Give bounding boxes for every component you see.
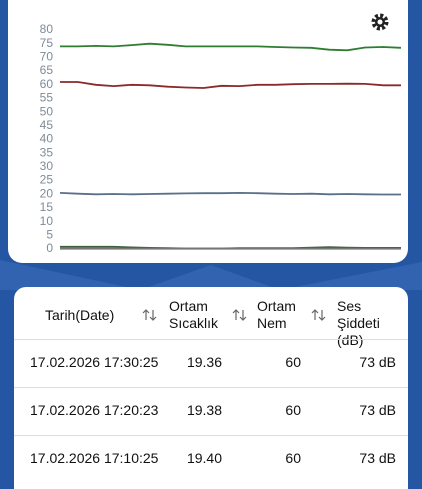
column-header[interactable]: Ortam Nem (257, 298, 296, 331)
data-line (60, 42, 402, 52)
y-tick-label: 75 (40, 36, 54, 50)
row-divider (14, 387, 408, 388)
sound-cell: 73 dB (359, 354, 396, 370)
y-tick-label: 30 (40, 159, 54, 173)
sort-icon[interactable] (142, 307, 158, 323)
y-tick-label: 55 (40, 91, 54, 105)
humidity-cell: 60 (285, 354, 301, 370)
column-header[interactable]: Ortam Sıcaklık (169, 298, 219, 331)
column-header[interactable]: Ses Şiddeti (dB) (337, 298, 380, 348)
temperature-cell: 19.38 (186, 402, 222, 418)
row-divider (14, 339, 408, 340)
date-cell: 17.02.2026 17:20:23 (30, 402, 159, 418)
y-tick-label: 20 (40, 186, 54, 200)
y-tick-label: 0 (46, 241, 53, 255)
date-cell: 17.02.2026 17:30:25 (30, 354, 159, 370)
y-tick-label: 25 (40, 173, 54, 187)
sound-cell: 73 dB (359, 450, 396, 466)
y-tick-label: 80 (40, 22, 54, 36)
y-tick-label: 65 (40, 63, 54, 77)
y-tick-label: 15 (40, 200, 54, 214)
temperature-cell: 19.36 (186, 354, 222, 370)
y-tick-label: 50 (40, 104, 54, 118)
sort-icon[interactable] (311, 307, 327, 323)
settings-icon[interactable] (371, 13, 389, 31)
row-divider (14, 435, 408, 436)
sort-icon[interactable] (232, 307, 248, 323)
y-tick-label: 70 (40, 50, 54, 64)
y-tick-label: 10 (40, 214, 54, 228)
data-line (59, 191, 401, 196)
humidity-cell: 60 (285, 450, 301, 466)
column-header[interactable]: Tarih(Date) (45, 307, 115, 323)
y-tick-label: 5 (46, 227, 53, 241)
table-card: Tarih(Date) Ortam Sıcaklık Ortam Nem Ses… (14, 287, 408, 489)
y-tick-label: 35 (40, 145, 54, 159)
y-tick-label: 40 (40, 132, 54, 146)
date-cell: 17.02.2026 17:10:25 (30, 450, 159, 466)
y-tick-label: 60 (40, 77, 54, 91)
y-tick-label: 45 (40, 118, 54, 132)
sound-cell: 73 dB (359, 402, 396, 418)
data-line (60, 81, 401, 89)
humidity-cell: 60 (285, 402, 301, 418)
temperature-cell: 19.40 (186, 450, 222, 466)
